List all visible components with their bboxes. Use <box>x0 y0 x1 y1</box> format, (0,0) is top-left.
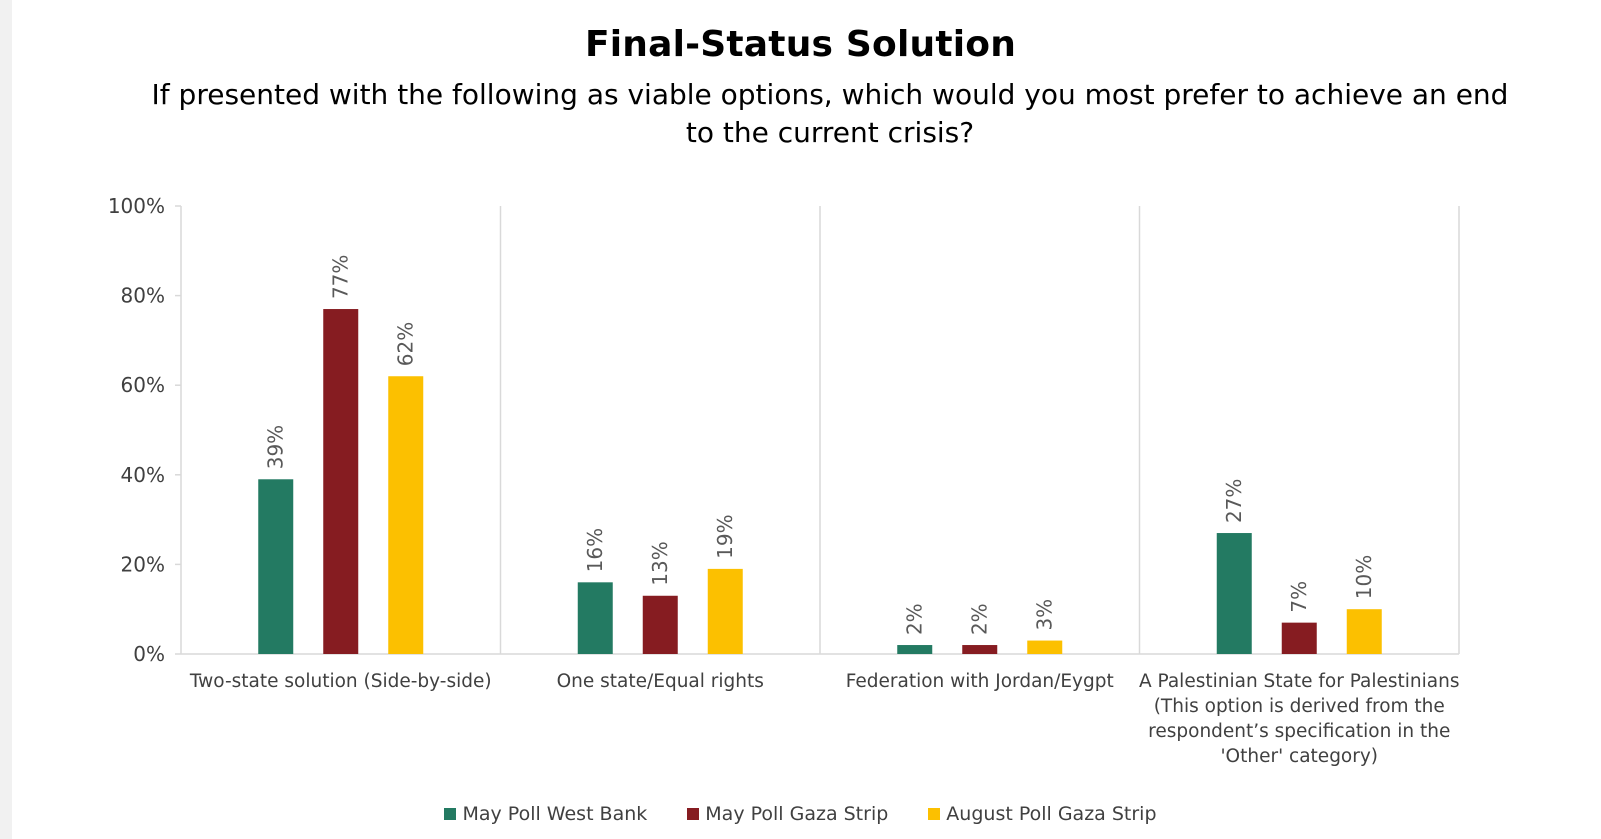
bar <box>897 645 933 654</box>
legend-label: May Poll Gaza Strip <box>705 803 889 825</box>
bar <box>1216 533 1252 654</box>
bar <box>323 309 359 654</box>
bar <box>1027 640 1063 654</box>
left-margin-strip <box>0 0 12 839</box>
bar-chart: 0% 20% 40% 60% 80% 100% 39% 16% 2% 27% 77% 13% 2% 7% 6… <box>108 194 1460 767</box>
bar <box>1281 622 1317 654</box>
y-tick-label: 80% <box>121 284 165 308</box>
data-label: 39% <box>264 425 288 469</box>
x-category-label: (This option is derived from the <box>1154 696 1445 717</box>
legend-label: August Poll Gaza Strip <box>946 803 1157 825</box>
data-label: 16% <box>583 528 607 572</box>
bar <box>258 479 294 654</box>
y-tick-label: 40% <box>121 463 165 487</box>
chart-subtitle: If presented with the following as viabl… <box>151 78 1509 149</box>
legend-swatch <box>444 808 457 820</box>
legend-item: May Poll West Bank <box>444 803 647 825</box>
bar <box>642 595 678 654</box>
chart-legend: May Poll West Bank May Poll Gaza Strip Aug… <box>0 803 1601 825</box>
x-category-label: Two-state solution (Side-by-side) <box>189 671 492 692</box>
data-label: 10% <box>1352 555 1376 599</box>
chart-title: Final-Status Solution <box>584 24 1017 65</box>
data-label: 7% <box>1287 581 1311 613</box>
data-label: 19% <box>713 514 737 558</box>
x-category-label: 'Other' category) <box>1220 746 1378 767</box>
legend-item: May Poll Gaza Strip <box>687 803 888 825</box>
y-tick-label: 0% <box>133 642 165 666</box>
bar <box>577 582 613 654</box>
data-label: 3% <box>1033 599 1057 631</box>
legend-item: August Poll Gaza Strip <box>928 803 1157 825</box>
y-tick-label: 20% <box>121 552 165 576</box>
x-category-label: A Palestinian State for Palestinians <box>1139 671 1460 692</box>
legend-label: May Poll West Bank <box>462 803 648 825</box>
data-label: 13% <box>648 541 672 585</box>
data-label: 77% <box>329 255 353 299</box>
legend-swatch <box>928 808 941 820</box>
data-label: 2% <box>903 603 927 635</box>
y-tick-label: 100% <box>108 194 165 218</box>
x-category-label: One state/Equal rights <box>557 671 764 692</box>
y-tick-label: 60% <box>121 373 165 397</box>
bar <box>388 376 424 654</box>
bar <box>1346 609 1382 654</box>
data-label: 62% <box>394 322 418 366</box>
x-category-label: respondent’s specification in the <box>1148 721 1450 742</box>
bar <box>707 568 743 654</box>
data-label: 2% <box>968 603 992 635</box>
legend-swatch <box>687 808 700 820</box>
data-label: 27% <box>1222 479 1246 523</box>
bar <box>962 645 998 654</box>
x-category-label: Federation with Jordan/Eygpt <box>846 671 1114 692</box>
